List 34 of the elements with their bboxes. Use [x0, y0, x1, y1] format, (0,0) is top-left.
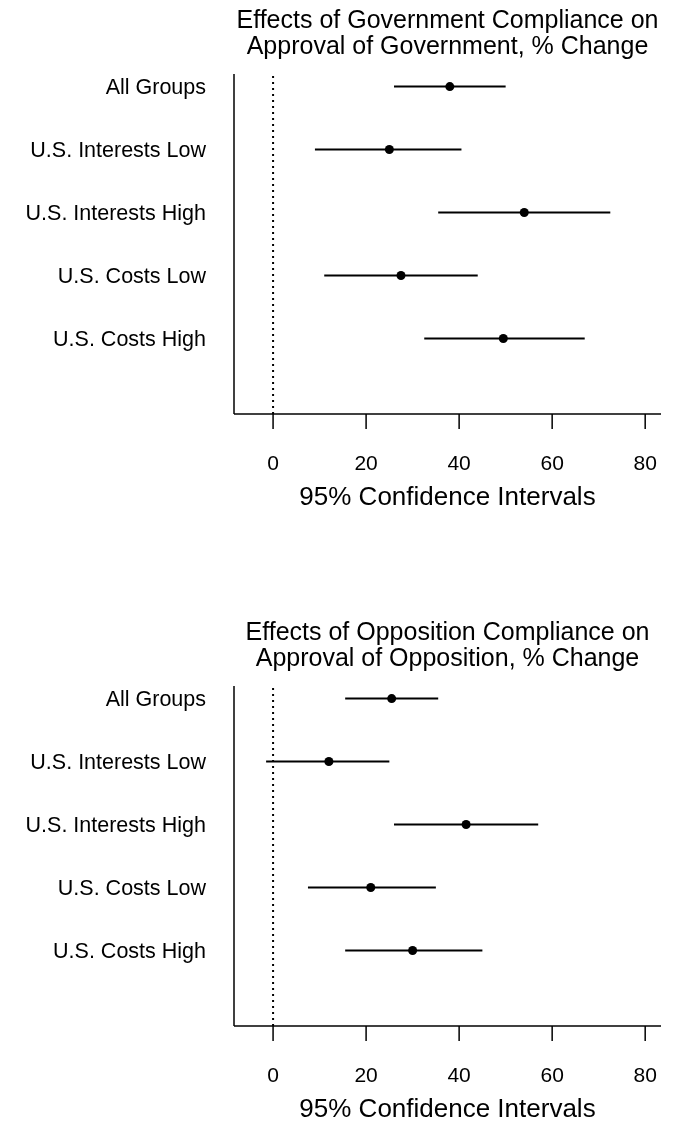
y-tick-label: U.S. Costs High — [53, 939, 206, 964]
x-tick-label: 80 — [633, 1062, 657, 1086]
point — [366, 882, 376, 892]
x-tick-label: 80 — [633, 450, 657, 474]
y-tick-label: U.S. Interests Low — [30, 750, 207, 775]
x-tick-label: 40 — [447, 1062, 471, 1086]
x-axis-title: 95% Confidence Intervals — [299, 1093, 596, 1123]
point — [384, 145, 394, 155]
y-tick-label: All Groups — [105, 75, 206, 100]
x-tick-label: 20 — [354, 450, 378, 474]
x-tick-label: 60 — [540, 1062, 564, 1086]
point — [387, 694, 397, 704]
point — [324, 757, 334, 767]
x-tick-label: 0 — [267, 450, 279, 474]
y-tick-label: U.S. Interests High — [25, 201, 206, 226]
y-tick-label: U.S. Costs High — [53, 327, 206, 352]
point — [396, 270, 406, 280]
x-tick-label: 60 — [540, 450, 564, 474]
point — [498, 333, 508, 343]
y-tick-label: U.S. Interests High — [25, 813, 206, 838]
x-tick-label: 40 — [447, 450, 471, 474]
point — [519, 208, 529, 218]
x-axis-title: 95% Confidence Intervals — [299, 481, 596, 511]
point — [408, 945, 418, 955]
point — [445, 82, 455, 92]
x-tick-label: 20 — [354, 1062, 378, 1086]
chart-title: Effects of Opposition Compliance on Approval of Opposition, % Change — [245, 617, 650, 671]
y-tick-label: All Groups — [105, 687, 206, 712]
x-tick-label: 0 — [267, 1062, 279, 1086]
point — [461, 820, 471, 830]
y-tick-label: U.S. Interests Low — [30, 138, 207, 163]
y-tick-label: U.S. Costs Low — [57, 876, 207, 901]
y-tick-label: U.S. Costs Low — [57, 264, 207, 289]
chart-title: Effects of Government Compliance on Approval of Government, % Change — [236, 5, 659, 59]
